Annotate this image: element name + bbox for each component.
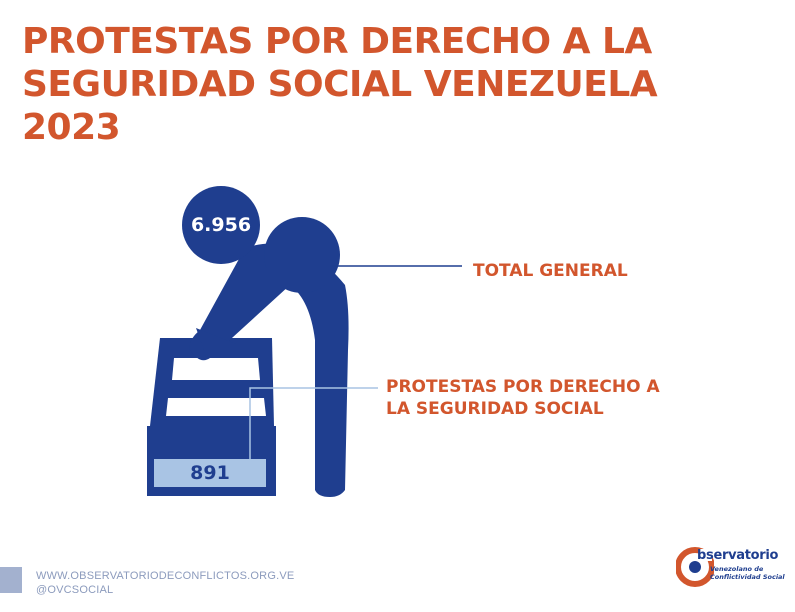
ss-label-line-2: LA SEGURIDAD SOCIAL xyxy=(386,399,604,419)
logo-o-icon xyxy=(676,547,714,587)
ovcs-logo: bservatorio Venezolano de Conflictividad… xyxy=(676,545,788,593)
ballot-slot-lower xyxy=(166,398,266,416)
page-title: PROTESTAS POR DERECHO A LA SEGURIDAD SOC… xyxy=(22,20,782,149)
voter-body xyxy=(189,243,349,497)
social-security-value: 891 xyxy=(154,459,266,487)
voter-arm xyxy=(196,328,236,356)
social-handle[interactable]: @OVCSOCIAL xyxy=(36,584,114,596)
title-line-2: SEGURIDAD SOCIAL VENEZUELA xyxy=(22,64,658,105)
title-line-3: 2023 xyxy=(22,107,121,148)
footer-accent-square xyxy=(0,567,22,593)
logo-subtitle: Venezolano de Conflictividad Social xyxy=(710,565,788,581)
website-link[interactable]: WWW.OBSERVATORIODECONFLICTOS.ORG.VE xyxy=(36,570,295,582)
footer-credits: WWW.OBSERVATORIODECONFLICTOS.ORG.VE @OVC… xyxy=(36,569,294,597)
title-line-1: PROTESTAS POR DERECHO A LA xyxy=(22,21,652,62)
ss-label-line-1: PROTESTAS POR DERECHO A xyxy=(386,377,660,397)
leader-line-ss xyxy=(249,387,378,460)
total-label: TOTAL GENERAL xyxy=(473,261,628,281)
ballot-slot-upper xyxy=(172,358,260,380)
logo-name: bservatorio xyxy=(697,548,779,563)
logo-sub-line-1: Venezolano de xyxy=(710,565,764,573)
voter-head xyxy=(264,217,340,293)
social-security-label: PROTESTAS POR DERECHO A LA SEGURIDAD SOC… xyxy=(386,376,706,420)
total-value-badge: 6.956 xyxy=(182,186,260,264)
logo-sub-line-2: Conflictividad Social xyxy=(710,573,785,581)
